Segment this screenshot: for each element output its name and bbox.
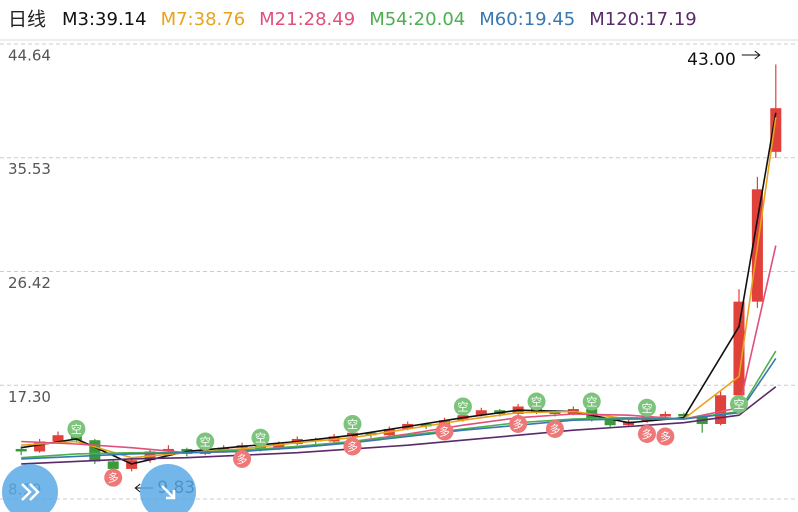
signal-bubble: [729, 395, 748, 414]
signal-label: 多: [237, 452, 248, 466]
signal-bubble: [582, 392, 601, 411]
candle-body: [273, 443, 285, 449]
candle-body: [89, 440, 101, 462]
signal-bubble: [104, 468, 123, 487]
ma-line: [21, 245, 777, 454]
candle-body: [107, 461, 119, 469]
candle-body: [52, 435, 64, 442]
y-tick-label: 35.53: [8, 160, 51, 178]
signal-label: 多: [549, 422, 560, 436]
signal-label: 空: [71, 422, 82, 436]
chart-title: 日线: [8, 9, 46, 31]
nav-button[interactable]: [140, 464, 196, 512]
nav-icon: [21, 483, 40, 501]
candle-body: [420, 423, 432, 427]
signal-label: 空: [347, 417, 358, 431]
signal-label: 多: [108, 471, 119, 485]
signal-bubble: [67, 419, 86, 438]
legend-entry: M60:19.45: [479, 9, 575, 30]
signal-label: 多: [513, 417, 524, 431]
legend-entry: M7:38.76: [161, 9, 246, 30]
candle-body: [549, 411, 561, 414]
ma-line: [21, 357, 777, 460]
candle-body: [770, 108, 782, 152]
signal-bubble: [656, 427, 675, 446]
y-tick-label: 17.30: [8, 388, 51, 406]
signal-label: 多: [660, 429, 671, 443]
legend-entry: M21:28.49: [259, 9, 355, 30]
signal-bubble: [196, 432, 215, 451]
candle-body: [678, 413, 690, 417]
signal-label: 空: [200, 434, 211, 448]
signal-bubble: [343, 414, 362, 433]
signal-label: 空: [586, 395, 597, 409]
signal-bubble: [251, 428, 270, 447]
candle-body: [733, 301, 745, 396]
nav-button[interactable]: [2, 464, 58, 512]
y-tick-label: 26.42: [8, 274, 51, 292]
candle-body: [34, 441, 46, 452]
candle-body: [475, 410, 487, 416]
signal-bubble: [453, 397, 472, 416]
max-label: 43.00: [687, 50, 736, 70]
signal-bubble: [509, 414, 528, 433]
max-arrow: [741, 50, 761, 60]
legend-entry: M120:17.19: [589, 9, 696, 30]
signal-label: 空: [457, 400, 468, 414]
candle-body: [715, 395, 727, 424]
candle-body: [15, 448, 27, 452]
candle-body: [659, 413, 671, 417]
y-tick-label: 44.64: [8, 47, 51, 65]
legend-entry: M54:20.04: [369, 9, 465, 30]
signal-label: 空: [733, 397, 744, 411]
signal-bubble: [637, 424, 656, 443]
nav-icon: [161, 485, 176, 500]
ma-line: [21, 386, 777, 465]
signal-bubble: [343, 437, 362, 456]
candle-body: [162, 448, 174, 452]
signal-bubble: [527, 392, 546, 411]
signal-label: 空: [641, 401, 652, 415]
legend-entry: M3:39.14: [62, 9, 147, 30]
signal-bubble: [435, 422, 454, 441]
candle-body: [604, 418, 616, 426]
legend: M3:39.14 M7:38.76 M21:28.49 M54:20.04 M60:19…: [62, 9, 697, 30]
signal-label: 空: [531, 395, 542, 409]
signal-label: 多: [439, 424, 450, 438]
signal-bubble: [637, 398, 656, 417]
signal-label: 多: [641, 427, 652, 441]
signal-label: 空: [255, 431, 266, 445]
signal-label: 多: [347, 439, 358, 453]
signal-bubble: [233, 449, 252, 468]
candle-body: [365, 432, 377, 436]
signal-bubble: [545, 419, 564, 438]
